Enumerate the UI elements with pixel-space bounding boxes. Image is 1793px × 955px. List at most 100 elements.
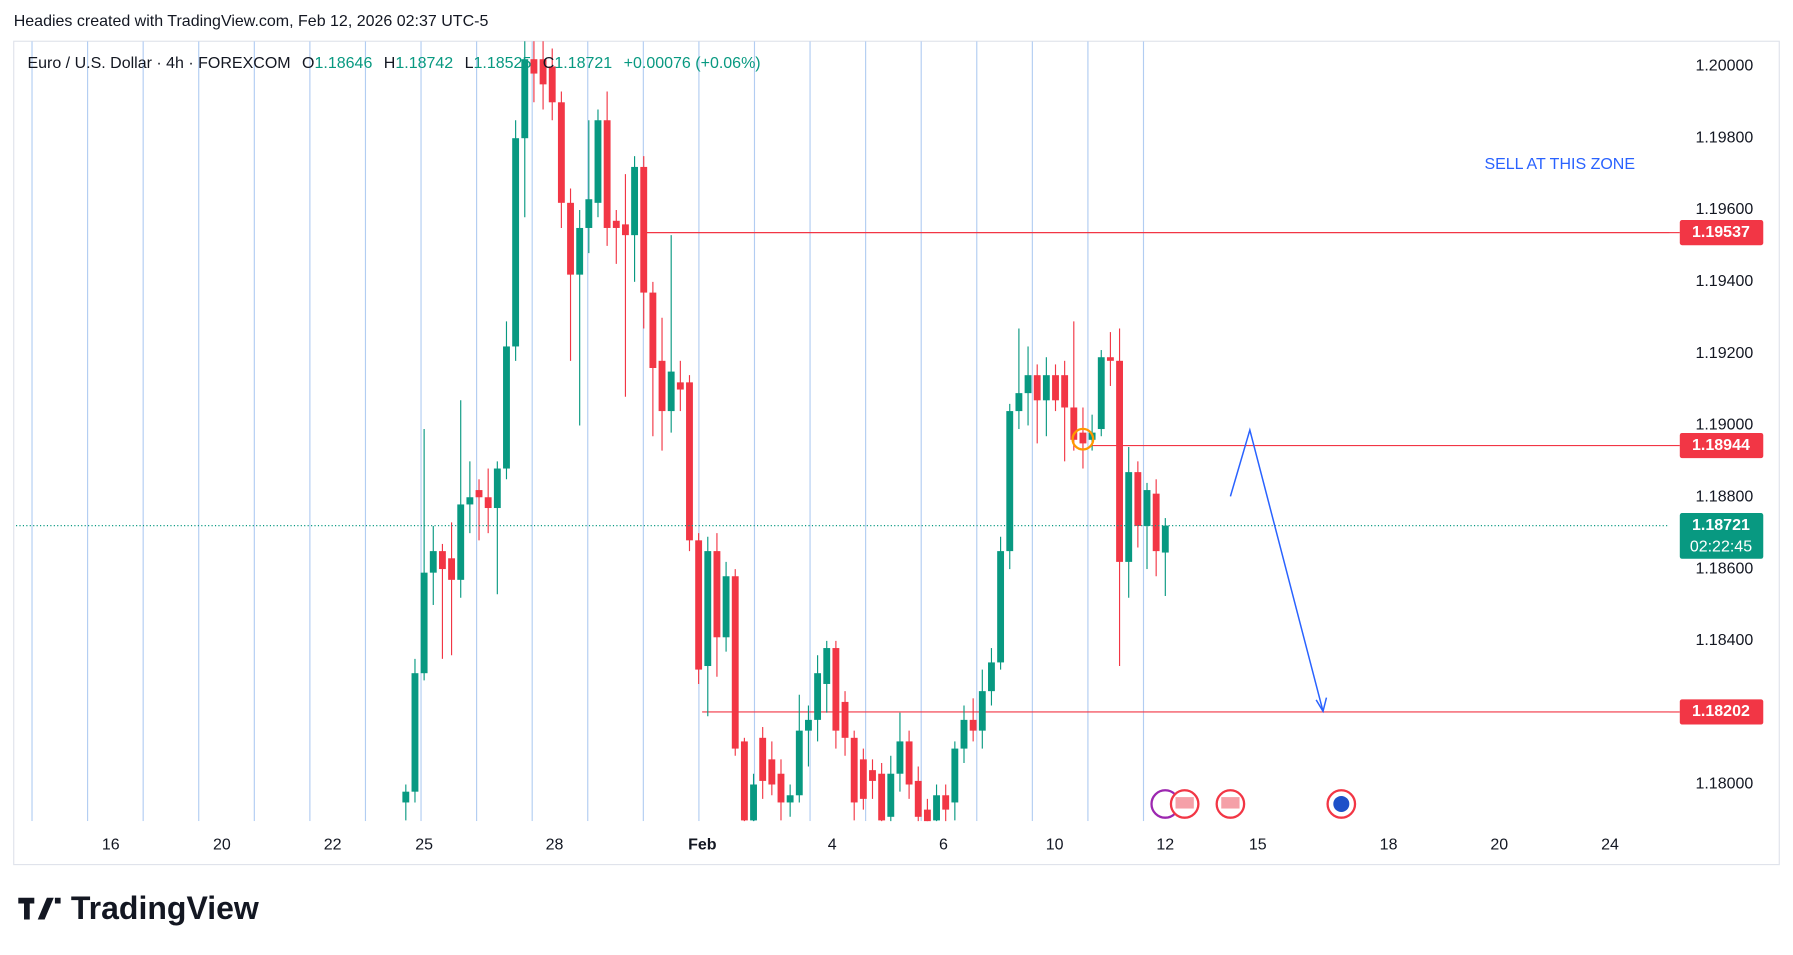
candle-body xyxy=(640,166,648,293)
candle-body xyxy=(1015,393,1023,412)
candle-body xyxy=(512,138,520,347)
x-tick-label: 28 xyxy=(546,836,564,853)
candle-body xyxy=(649,292,657,368)
legend-value: 1.18721 xyxy=(554,55,612,72)
candle-body xyxy=(658,360,666,412)
candle-body xyxy=(1006,411,1014,552)
flag-icon xyxy=(1333,795,1350,812)
candle-body xyxy=(951,748,959,803)
candle-body xyxy=(933,795,940,821)
candle-body xyxy=(576,227,584,275)
candle-body xyxy=(521,59,529,139)
candle-body xyxy=(1061,375,1069,408)
candle-body xyxy=(1079,432,1087,444)
candle-body xyxy=(704,551,712,667)
legend: Euro / U.S. Dollar · 4h · FOREXCOM O1.186… xyxy=(27,55,760,72)
candle-body xyxy=(768,759,776,785)
candle-body xyxy=(1152,493,1160,552)
x-tick-label: 20 xyxy=(213,836,231,853)
current-price-box xyxy=(1679,513,1764,559)
candle-body xyxy=(457,504,465,580)
candle-body xyxy=(530,59,538,74)
candle-body xyxy=(484,497,492,509)
candle-body xyxy=(832,648,840,731)
candle-body xyxy=(814,673,822,720)
legend-line: Euro / U.S. Dollar · 4h · FOREXCOM O1.186… xyxy=(27,55,760,72)
candle-body xyxy=(1033,375,1041,401)
x-tick-label: 16 xyxy=(102,836,120,853)
logo-text: TradingView xyxy=(71,890,259,926)
candle-body xyxy=(786,795,794,803)
candle-body xyxy=(905,741,913,785)
candle-body xyxy=(1106,357,1114,361)
candle-body xyxy=(914,780,922,817)
x-tick-label: Feb xyxy=(688,836,717,853)
candle-body xyxy=(429,551,437,573)
candle-body xyxy=(676,382,684,390)
candle-body xyxy=(997,551,1005,663)
candle-body xyxy=(603,120,611,228)
legend-value: 1.18646 xyxy=(315,55,373,72)
candle-body xyxy=(1143,490,1151,526)
candle-body xyxy=(805,719,812,731)
legend-key: L xyxy=(465,55,474,72)
x-tick-label: 4 xyxy=(828,836,837,853)
x-tick-label: 15 xyxy=(1249,836,1267,853)
candle-body xyxy=(1042,375,1050,401)
price-label: 1.19537 xyxy=(1692,224,1750,241)
candle-body xyxy=(1125,472,1133,562)
y-tick-label: 1.18600 xyxy=(1695,560,1753,577)
arrow-head xyxy=(1315,697,1328,714)
x-tick-label: 20 xyxy=(1490,836,1508,853)
logo-mark xyxy=(18,897,61,920)
candle-body xyxy=(869,770,876,781)
candle-body xyxy=(448,558,456,580)
candle-body xyxy=(1097,357,1105,430)
candle-body xyxy=(631,166,639,236)
candle-body xyxy=(1116,360,1123,562)
annotation: SELL AT THIS ZONE xyxy=(1484,156,1635,173)
candle-body xyxy=(695,540,703,670)
marker-circle xyxy=(1071,427,1095,451)
candle-body xyxy=(988,662,995,692)
candle-body xyxy=(1052,375,1059,401)
candle-body xyxy=(567,202,574,275)
candle-body xyxy=(896,741,904,774)
drawn-arrow xyxy=(1229,427,1324,712)
candle-body xyxy=(1024,375,1032,394)
chart-frame xyxy=(13,40,1780,866)
candle-body xyxy=(777,773,785,803)
candle-body xyxy=(1070,407,1078,440)
legend-value: 1.18525 xyxy=(474,55,532,72)
price-label-box xyxy=(1679,699,1764,725)
candle-body xyxy=(713,551,721,638)
x-tick-label: 12 xyxy=(1156,836,1174,853)
x-tick-label: 24 xyxy=(1601,836,1619,853)
current-price-label: 1.18721 xyxy=(1692,517,1750,534)
x-tick-label: 25 xyxy=(415,836,433,853)
candle-body xyxy=(539,59,547,85)
candle-body xyxy=(420,572,428,674)
y-tick-label: 1.20000 xyxy=(1695,58,1753,75)
candle-body xyxy=(493,468,501,509)
candle-body xyxy=(850,737,858,803)
x-tick-label: 10 xyxy=(1046,836,1064,853)
price-label-box xyxy=(1679,220,1764,246)
candle-body xyxy=(612,220,620,228)
candle-body xyxy=(750,784,757,821)
candle-body xyxy=(978,691,986,731)
event-icons xyxy=(1150,789,1357,819)
candle-body xyxy=(402,791,410,803)
candle-body xyxy=(686,382,693,541)
y-tick-label: 1.19000 xyxy=(1695,417,1753,434)
candle-body xyxy=(466,497,474,505)
y-tick-label: 1.19400 xyxy=(1695,273,1753,290)
candle-body xyxy=(960,719,968,749)
candle-body xyxy=(411,673,419,792)
flag-icon xyxy=(1221,797,1240,809)
candle-body xyxy=(585,199,593,228)
candle-body xyxy=(942,795,950,810)
candle-body xyxy=(722,576,730,638)
